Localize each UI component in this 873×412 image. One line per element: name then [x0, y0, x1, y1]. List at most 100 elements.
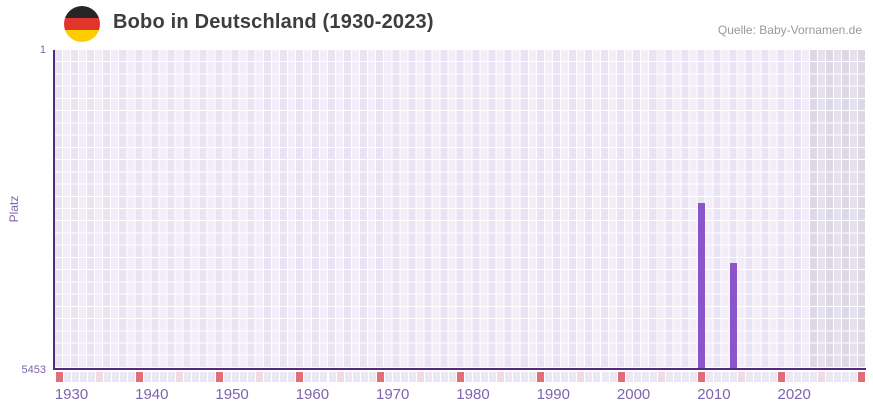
ruler-cell-1955 [256, 372, 264, 382]
ruler-cell-1972 [392, 372, 400, 382]
ruler-cell-1948 [200, 372, 208, 382]
ruler-cell-2010 [697, 372, 705, 382]
ruler-cell-1957 [272, 372, 280, 382]
ruler-cell-1931 [63, 372, 71, 382]
ruler-cell-1970 [376, 372, 384, 382]
ruler-cell-1995 [577, 372, 585, 382]
ruler-cell-2007 [673, 372, 681, 382]
ruler-cell-1971 [384, 372, 392, 382]
ruler-cell-1978 [440, 372, 448, 382]
ruler-cell-1944 [167, 372, 175, 382]
ruler-cell-2017 [754, 372, 762, 382]
ruler-cell-2023 [802, 372, 810, 382]
ruler-cell-1942 [151, 372, 159, 382]
ruler-cell-2003 [641, 372, 649, 382]
ruler-cell-2019 [770, 372, 778, 382]
ruler-cell-1965 [336, 372, 344, 382]
ruler-cell-1945 [175, 372, 183, 382]
ruler-cell-1980 [456, 372, 464, 382]
ruler-cell-2001 [625, 372, 633, 382]
ruler-cell-1951 [224, 372, 232, 382]
ruler-cell-1996 [585, 372, 593, 382]
ruler-cell-1968 [360, 372, 368, 382]
german-flag-icon [64, 6, 100, 42]
ruler-cell-1953 [240, 372, 248, 382]
bar-2010 [697, 202, 705, 368]
ruler-cell-1964 [328, 372, 336, 382]
ruler-cell-1969 [368, 372, 376, 382]
ruler-cell-1935 [95, 372, 103, 382]
ruler-cell-2002 [633, 372, 641, 382]
ruler-cell-1976 [424, 372, 432, 382]
ruler-cell-1943 [159, 372, 167, 382]
ruler-cell-1967 [352, 372, 360, 382]
x-axis-label-2010: 2010 [697, 386, 731, 403]
ruler-cell-1997 [593, 372, 601, 382]
ruler-cell-1985 [497, 372, 505, 382]
ruler-cell-1990 [537, 372, 545, 382]
ruler-cell-1938 [119, 372, 127, 382]
ruler-cell-2016 [746, 372, 754, 382]
ruler-cell-1988 [521, 372, 529, 382]
ruler-cell-2008 [681, 372, 689, 382]
grid-background-future-years [809, 50, 866, 368]
ruler-cell-1958 [280, 372, 288, 382]
ruler-cell-1977 [432, 372, 440, 382]
ruler-cell-1941 [143, 372, 151, 382]
x-axis-label-2000: 2000 [616, 386, 651, 403]
ruler-cell-1979 [448, 372, 456, 382]
x-axis-label-2020: 2020 [777, 386, 811, 403]
ruler-cell-2030 [858, 372, 866, 382]
ruler-cell-2018 [762, 372, 770, 382]
year-ruler [55, 372, 866, 382]
x-axis-label-1980: 1980 [456, 386, 490, 403]
ruler-cell-1999 [609, 372, 617, 382]
ruler-cell-1986 [505, 372, 513, 382]
ruler-cell-1956 [264, 372, 272, 382]
ruler-cell-2011 [705, 372, 713, 382]
grid-background [55, 50, 810, 368]
ruler-cell-1954 [248, 372, 256, 382]
page-title: Bobo in Deutschland (1930-2023) [113, 11, 434, 33]
ruler-cell-2015 [738, 372, 746, 382]
ruler-cell-1961 [304, 372, 312, 382]
ruler-cell-1966 [344, 372, 352, 382]
ruler-cell-1962 [312, 372, 320, 382]
ruler-cell-2027 [834, 372, 842, 382]
x-axis-label-1960: 1960 [295, 386, 330, 403]
x-axis-label-1950: 1950 [215, 386, 249, 403]
bar-2014 [729, 262, 737, 368]
ruler-cell-2000 [617, 372, 625, 382]
ruler-cell-2022 [794, 372, 802, 382]
y-axis-tick-bottom: 5453 [21, 364, 46, 376]
ruler-cell-1933 [79, 372, 87, 382]
ruler-cell-1930 [55, 372, 63, 382]
y-axis-tick-top: 1 [39, 44, 46, 56]
ruler-cell-1949 [208, 372, 216, 382]
ruler-cell-1993 [561, 372, 569, 382]
ruler-cell-2006 [665, 372, 673, 382]
ruler-cell-1989 [529, 372, 537, 382]
ruler-cell-1963 [320, 372, 328, 382]
x-axis-label-1940: 1940 [135, 386, 169, 403]
ruler-cell-1984 [489, 372, 497, 382]
ruler-cell-1987 [513, 372, 521, 382]
source-credit: Quelle: Baby-Vornamen.de [717, 23, 862, 37]
plot-area [53, 50, 866, 370]
ruler-cell-2029 [850, 372, 858, 382]
ruler-cell-2013 [721, 372, 729, 382]
ruler-cell-2012 [713, 372, 721, 382]
ruler-cell-1932 [71, 372, 79, 382]
ruler-cell-1939 [127, 372, 135, 382]
ruler-cell-1992 [553, 372, 561, 382]
ruler-cell-1946 [183, 372, 191, 382]
ruler-cell-1936 [103, 372, 111, 382]
ruler-cell-1937 [111, 372, 119, 382]
ruler-cell-1982 [473, 372, 481, 382]
ruler-cell-1960 [296, 372, 304, 382]
ruler-cell-1952 [232, 372, 240, 382]
x-axis-label-1930: 1930 [54, 386, 89, 403]
ruler-cell-2021 [786, 372, 794, 382]
ruler-cell-2020 [778, 372, 786, 382]
